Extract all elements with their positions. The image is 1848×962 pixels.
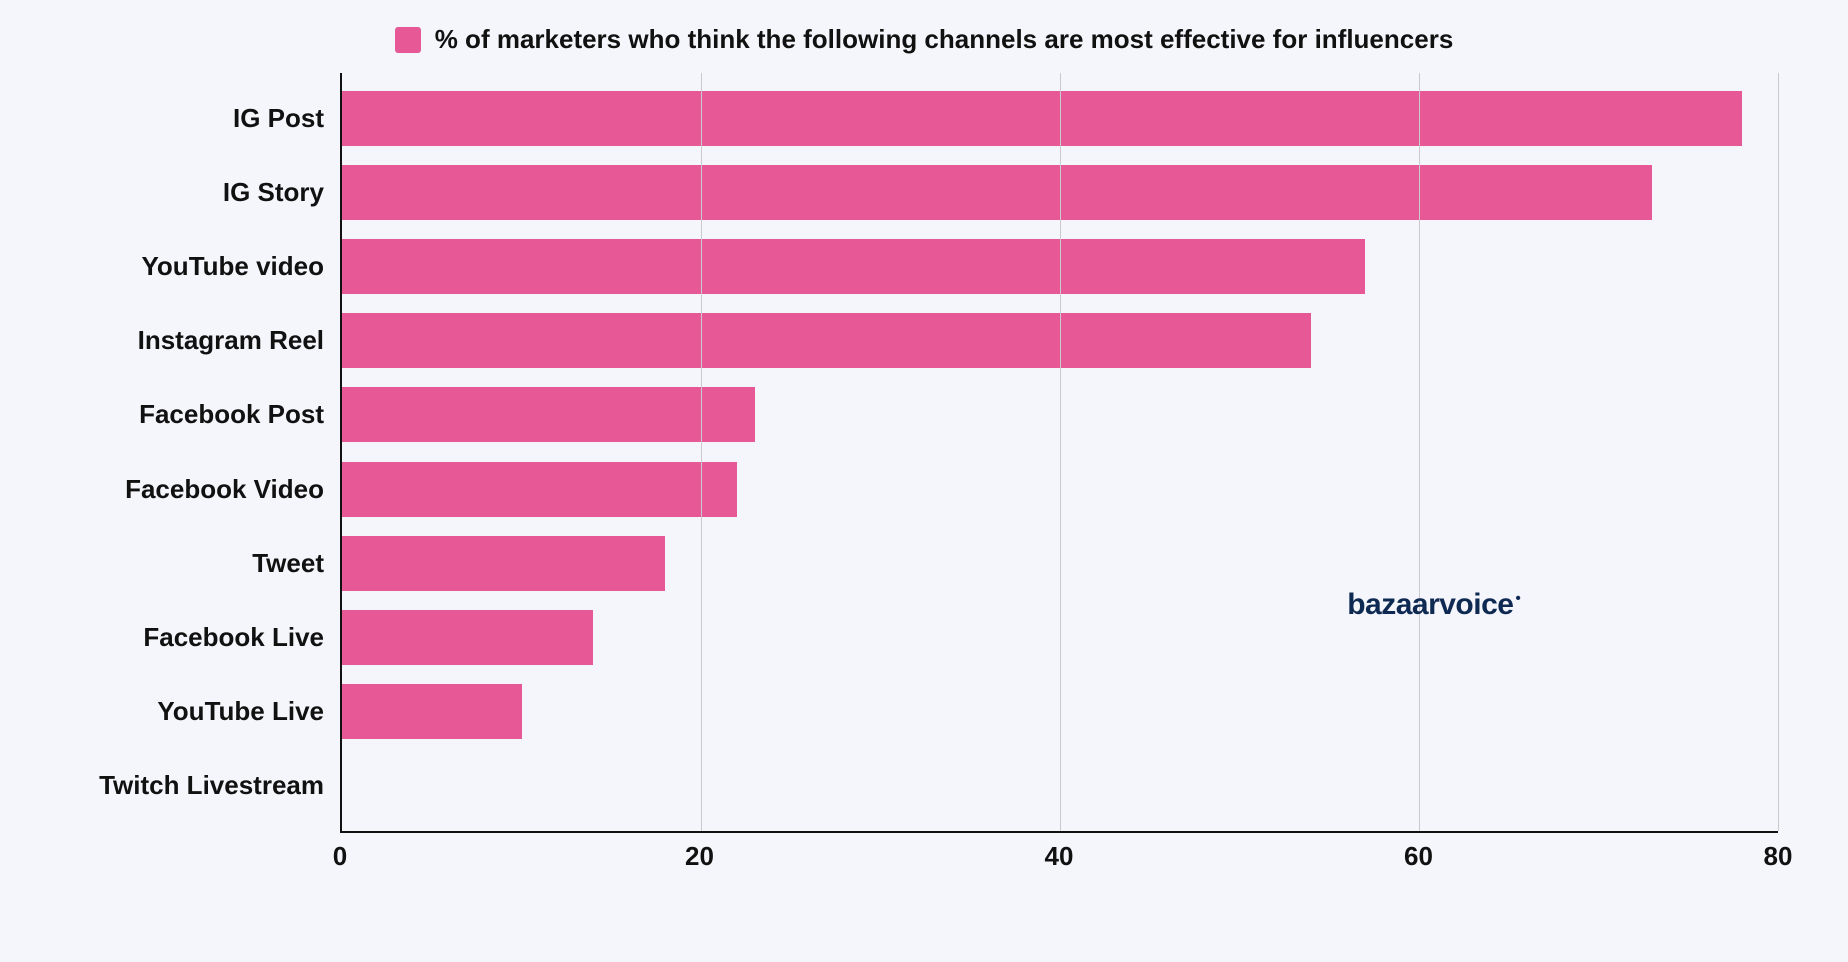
bar (342, 610, 593, 665)
x-tick-label: 80 (1764, 841, 1793, 872)
y-axis-label: IG Post (233, 103, 342, 134)
x-tick-label: 60 (1404, 841, 1433, 872)
y-axis-label: Tweet (252, 548, 342, 579)
gridline (1778, 73, 1779, 831)
gridline (701, 73, 702, 831)
bar (342, 239, 1365, 294)
y-axis-label: Twitch Livestream (99, 770, 342, 801)
x-tick-label: 20 (685, 841, 714, 872)
plot-area: IG PostIG StoryYouTube videoInstagram Re… (340, 73, 1778, 833)
y-axis-label: Facebook Video (125, 474, 342, 505)
bar (342, 313, 1311, 368)
chart-container: % of marketers who think the following c… (40, 24, 1808, 938)
legend-label: % of marketers who think the following c… (435, 24, 1454, 55)
legend: % of marketers who think the following c… (40, 24, 1808, 55)
bar (342, 387, 755, 442)
x-tick-label: 40 (1045, 841, 1074, 872)
gridline (1419, 73, 1420, 831)
bar (342, 684, 522, 739)
y-axis-label: Facebook Post (139, 399, 342, 430)
y-axis-label: YouTube Live (157, 696, 342, 727)
legend-swatch (395, 27, 421, 53)
y-axis-label: Instagram Reel (138, 325, 342, 356)
watermark-logo: bazaarvoice• (1347, 588, 1520, 622)
bar (342, 165, 1652, 220)
y-axis-label: Facebook Live (143, 622, 342, 653)
gridline (1060, 73, 1061, 831)
y-axis-label: YouTube video (142, 251, 342, 282)
plot: IG PostIG StoryYouTube videoInstagram Re… (340, 73, 1778, 893)
x-axis-ticks: 020406080 (340, 833, 1778, 893)
x-tick-label: 0 (333, 841, 347, 872)
y-axis-label: IG Story (223, 177, 342, 208)
bar (342, 536, 665, 591)
bar (342, 91, 1742, 146)
bar (342, 462, 737, 517)
